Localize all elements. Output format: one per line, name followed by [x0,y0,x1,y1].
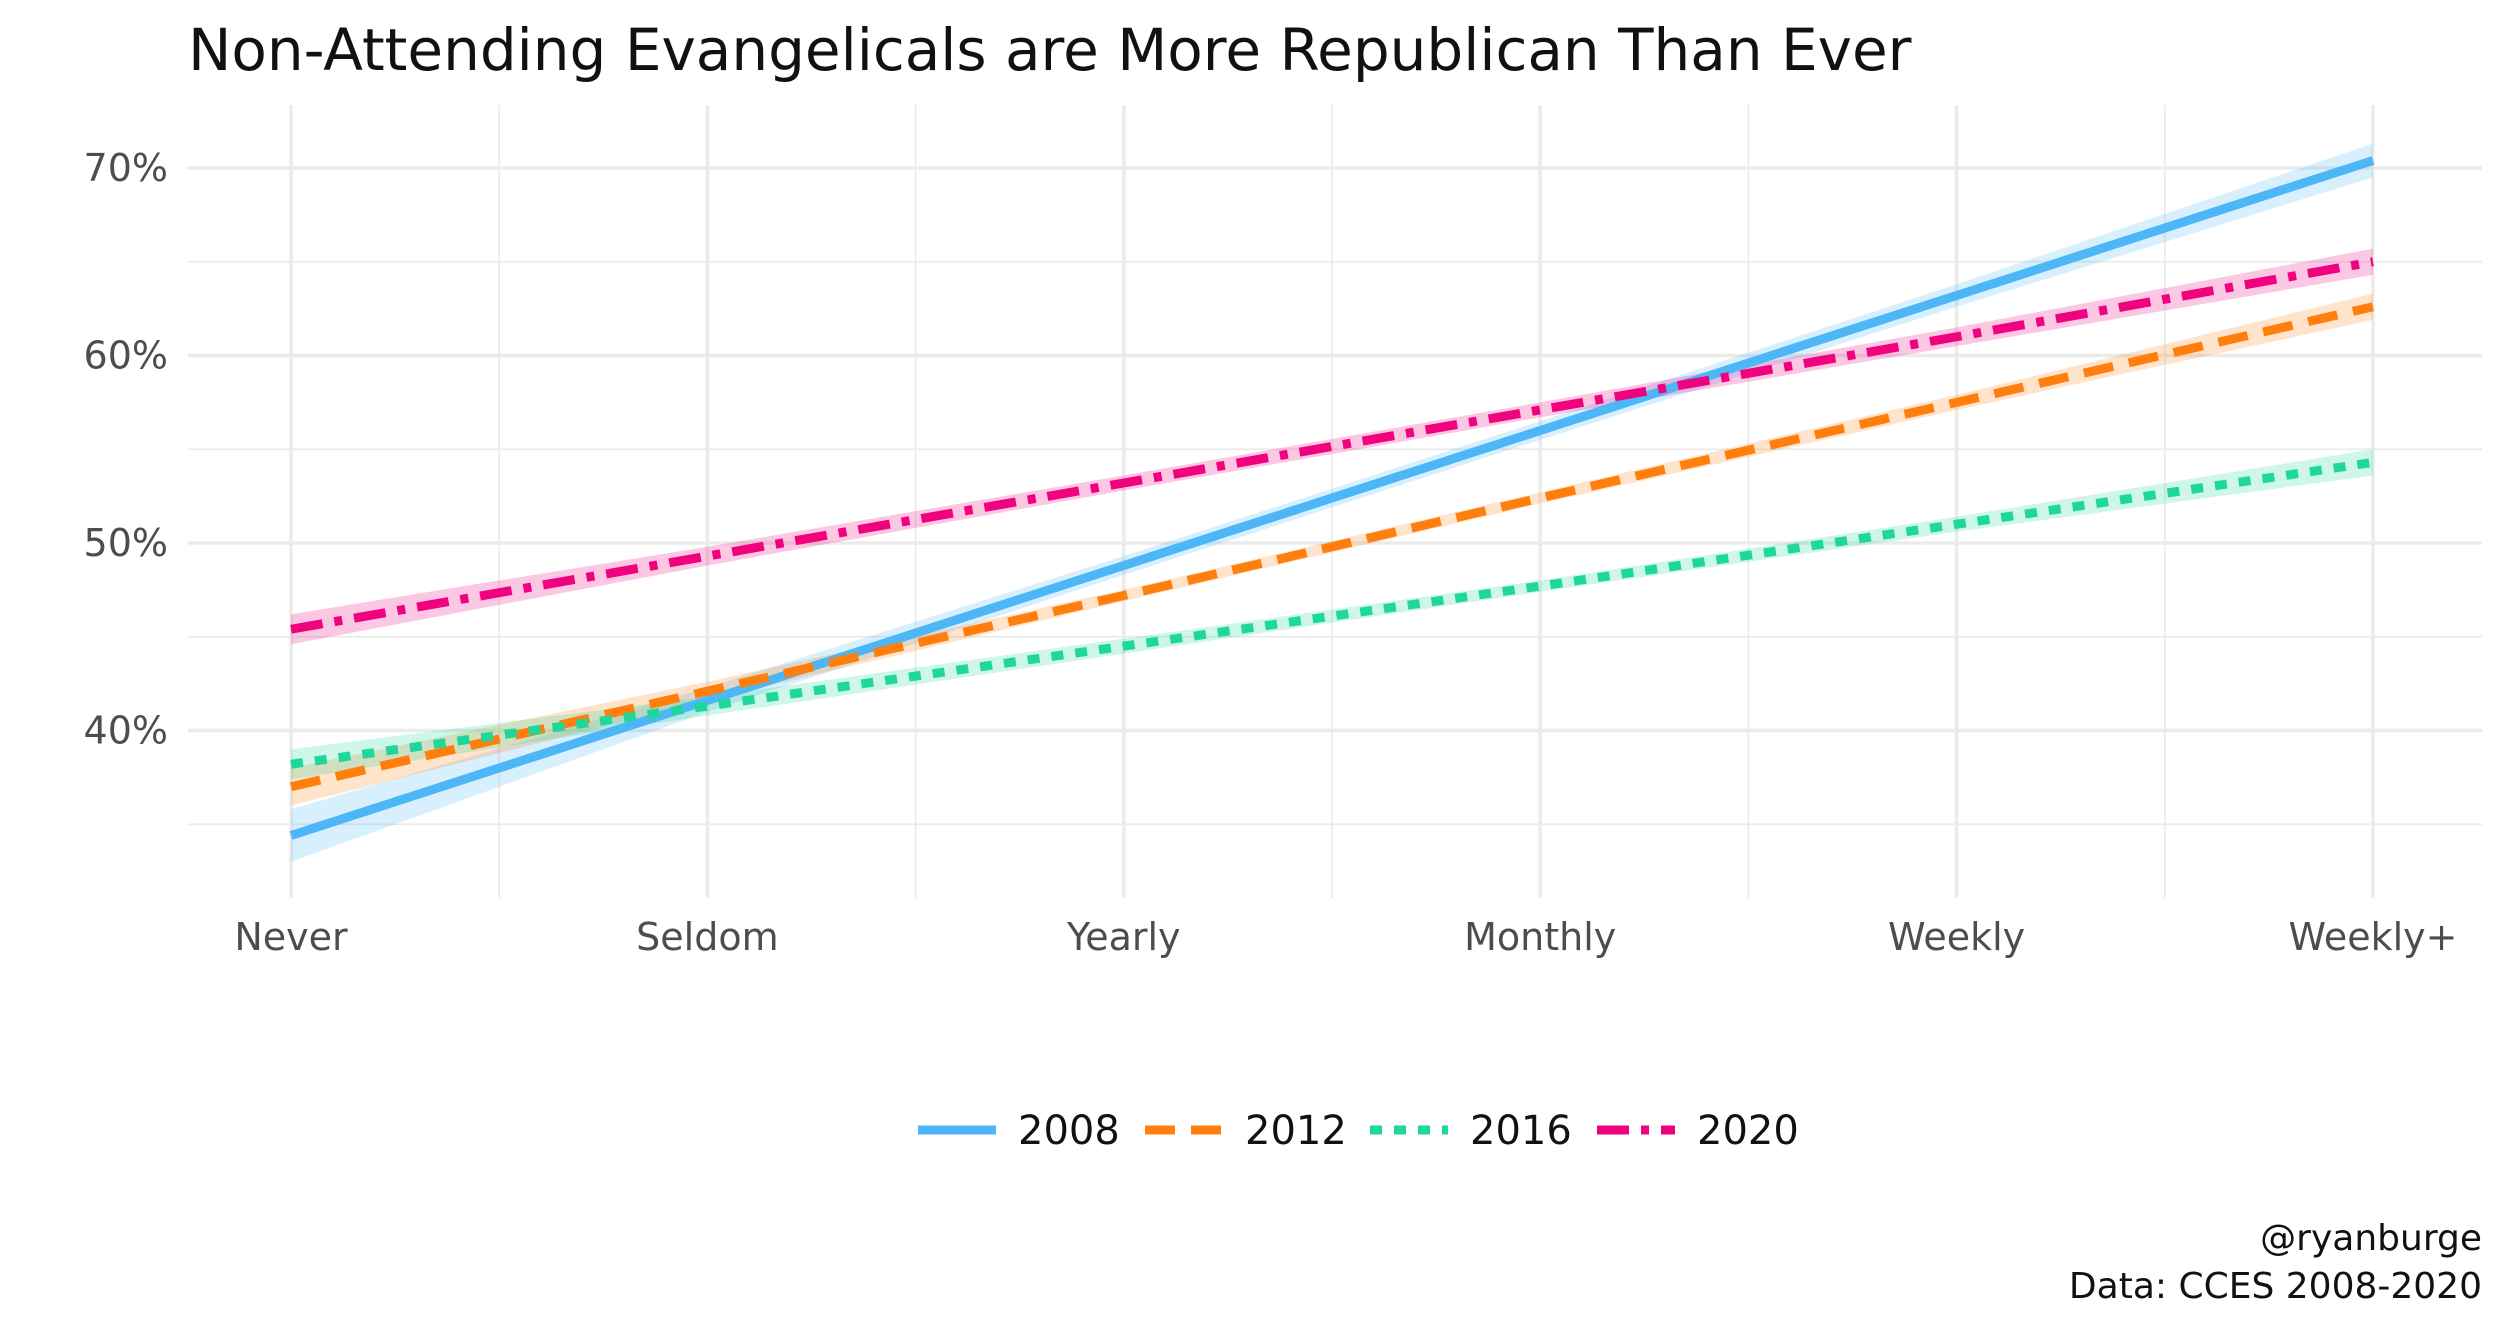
legend-label-2012: 2012 [1245,1108,1347,1154]
series-line-2016 [290,457,2374,769]
y-tick-label: 60% [84,334,168,378]
y-tick-label: 70% [84,146,168,190]
x-tick-label: Seldom [636,915,778,959]
x-tick-label: Yearly [1066,915,1181,959]
x-tick-label: Weekly+ [2289,915,2458,959]
y-axis-ticks: 40% 50% 60% 70% [84,146,168,753]
series-lines [289,156,2375,840]
y-tick-label: 50% [84,521,168,565]
legend-label-2016: 2016 [1470,1108,1572,1154]
x-tick-label: Weekly [1888,915,2025,959]
y-tick-label: 40% [84,709,168,753]
legend: 2008 2012 2016 2020 [918,1108,1799,1154]
series-line-2008 [289,156,2375,840]
confidence-band-2020 [291,248,2373,645]
series-line-2012 [289,302,2375,792]
caption-source: Data: CCES 2008-2020 [2069,1266,2482,1307]
legend-label-2008: 2008 [1018,1108,1120,1154]
x-axis-ticks: Never Seldom Yearly Monthly Weekly Weekly+ [234,915,2457,959]
chart-title: Non-Attending Evangelicals are More Repu… [188,16,1912,84]
confidence-band-2016 [291,449,2373,780]
x-tick-label: Never [234,915,348,959]
x-tick-label: Monthly [1464,915,1616,959]
legend-label-2020: 2020 [1697,1108,1799,1154]
caption-handle: @ryanburge [2260,1218,2482,1259]
